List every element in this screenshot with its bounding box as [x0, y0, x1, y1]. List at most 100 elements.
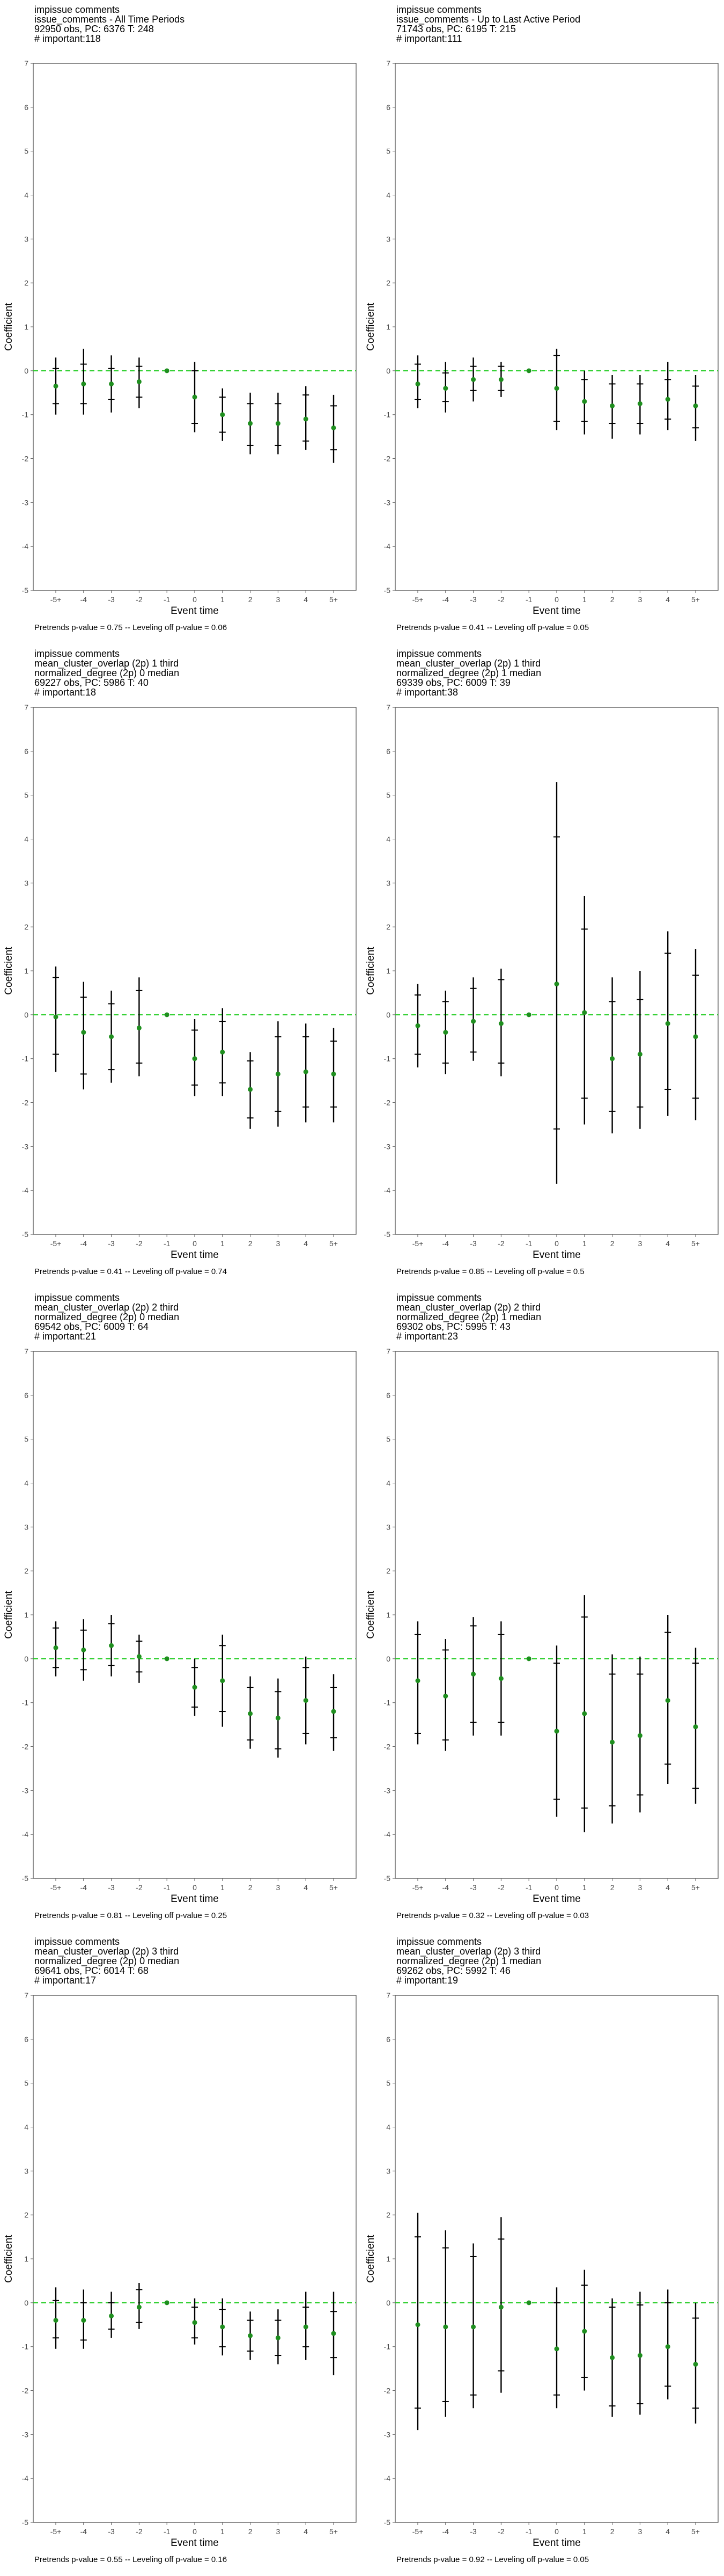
chart-title-line: # important:18 — [34, 687, 96, 698]
x-tick-label: -2 — [136, 1239, 143, 1248]
y-tick-label: 0 — [24, 1011, 28, 1019]
coefficient-point — [164, 1012, 169, 1018]
coefficient-point — [526, 1656, 531, 1662]
coefficient-point — [248, 2333, 253, 2338]
chart-title-line: impissue comments — [396, 1936, 482, 1947]
y-tick-label: 3 — [24, 235, 28, 243]
x-tick-label: 3 — [638, 1239, 642, 1248]
coefficient-point — [248, 1711, 253, 1716]
x-tick-label: -1 — [164, 2527, 171, 2536]
coefficient-point — [136, 379, 142, 384]
coefficient-point — [498, 2304, 504, 2310]
chart-title-line: impissue comments — [34, 1936, 120, 1947]
x-tick-label: -5+ — [50, 2527, 62, 2536]
y-tick-label: -2 — [22, 1743, 29, 1751]
y-tick-label: 0 — [386, 2299, 390, 2307]
chart-title-line: # important:21 — [34, 1331, 96, 1342]
x-tick-label: -4 — [442, 1883, 449, 1892]
y-tick-label: 4 — [24, 2123, 28, 2132]
x-tick-label: -3 — [470, 1883, 477, 1892]
x-tick-label: 0 — [193, 2527, 197, 2536]
x-axis-label: Event time — [533, 1893, 581, 1905]
y-tick-label: 0 — [24, 367, 28, 375]
y-tick-label: -3 — [22, 2430, 29, 2439]
coefficient-point — [665, 397, 670, 402]
y-tick-label: 7 — [386, 1991, 390, 2000]
y-tick-label: 1 — [24, 967, 28, 975]
chart-footnote: Pretrends p-value = 0.85 -- Leveling off… — [396, 1267, 585, 1276]
coefficient-point — [53, 2318, 58, 2323]
chart-title-line: normalized_degree (2p) 1 median — [396, 1956, 541, 1967]
x-tick-label: 2 — [610, 1883, 615, 1892]
y-tick-label: 3 — [386, 1523, 390, 1531]
y-tick-label: -1 — [22, 411, 29, 419]
coefficient-point — [693, 1034, 698, 1040]
x-tick-label: 3 — [276, 1883, 280, 1892]
y-tick-label: 7 — [24, 703, 28, 712]
chart-footnote: Pretrends p-value = 0.32 -- Leveling off… — [396, 1911, 589, 1920]
y-tick-label: -3 — [384, 1142, 391, 1151]
x-tick-label: 1 — [582, 1883, 587, 1892]
x-tick-label: 5+ — [329, 1239, 338, 1248]
y-tick-label: 4 — [24, 835, 28, 844]
y-tick-label: 7 — [386, 59, 390, 68]
x-tick-label: -3 — [108, 595, 115, 604]
chart-title-line: 69227 obs, PC: 5986 T: 40 — [34, 677, 149, 688]
y-tick-label: -2 — [22, 455, 29, 463]
x-tick-label: 4 — [666, 595, 670, 604]
coefficient-point — [136, 2304, 142, 2310]
y-tick-label: -5 — [22, 1874, 29, 1883]
x-tick-label: 5+ — [329, 595, 338, 604]
y-tick-label: -1 — [384, 1055, 391, 1063]
x-tick-label: 2 — [610, 2527, 615, 2536]
x-tick-label: 0 — [555, 1239, 559, 1248]
x-tick-label: -3 — [108, 1239, 115, 1248]
coefficient-point — [81, 381, 86, 386]
y-tick-label: 2 — [24, 923, 28, 931]
chart-footnote: Pretrends p-value = 0.92 -- Leveling off… — [396, 2555, 589, 2564]
y-tick-label: 4 — [386, 835, 390, 844]
coefficient-point — [109, 2313, 114, 2318]
x-axis-label: Event time — [171, 1249, 219, 1261]
coefficient-point — [443, 1693, 448, 1699]
y-tick-label: -2 — [384, 1743, 391, 1751]
y-tick-label: 7 — [386, 703, 390, 712]
x-tick-label: 3 — [276, 595, 280, 604]
coefficient-point — [109, 1034, 114, 1040]
y-tick-label: 1 — [386, 323, 390, 331]
x-tick-label: 4 — [304, 595, 308, 604]
coefficient-point — [53, 1645, 58, 1650]
x-tick-label: -1 — [164, 595, 171, 604]
y-tick-label: -1 — [384, 1699, 391, 1707]
y-tick-label: -3 — [384, 2430, 391, 2439]
coefficient-point — [526, 1012, 531, 1018]
chart-title-line: normalized_degree (2p) 1 median — [396, 1312, 541, 1323]
chart-title-line: mean_cluster_overlap (2p) 1 third — [34, 658, 179, 669]
y-tick-label: 2 — [24, 279, 28, 287]
y-tick-label: 6 — [386, 1391, 390, 1400]
x-tick-label: 0 — [193, 1883, 197, 1892]
x-tick-label: 5+ — [691, 2527, 700, 2536]
y-tick-label: -2 — [22, 1099, 29, 1107]
y-tick-label: -3 — [22, 1786, 29, 1795]
y-tick-label: 5 — [386, 2079, 390, 2088]
y-axis-label: Coefficient — [3, 2235, 14, 2283]
coefficient-point — [303, 416, 308, 422]
y-axis-label: Coefficient — [3, 947, 14, 995]
coefficient-point — [331, 2331, 336, 2336]
chart-title-line: mean_cluster_overlap (2p) 2 third — [34, 1302, 179, 1313]
y-tick-label: 1 — [386, 2255, 390, 2263]
coefficient-point — [303, 1698, 308, 1703]
coefficient-point — [582, 2329, 587, 2334]
x-tick-label: 2 — [248, 1883, 253, 1892]
coefficient-point — [498, 377, 504, 382]
coefficient-point — [582, 1711, 587, 1716]
y-tick-label: 4 — [386, 191, 390, 200]
y-tick-label: 5 — [386, 1435, 390, 1444]
coefficient-point — [109, 381, 114, 386]
chart-footnote: Pretrends p-value = 0.75 -- Leveling off… — [34, 623, 227, 632]
x-tick-label: -1 — [526, 2527, 533, 2536]
y-tick-label: 0 — [24, 2299, 28, 2307]
